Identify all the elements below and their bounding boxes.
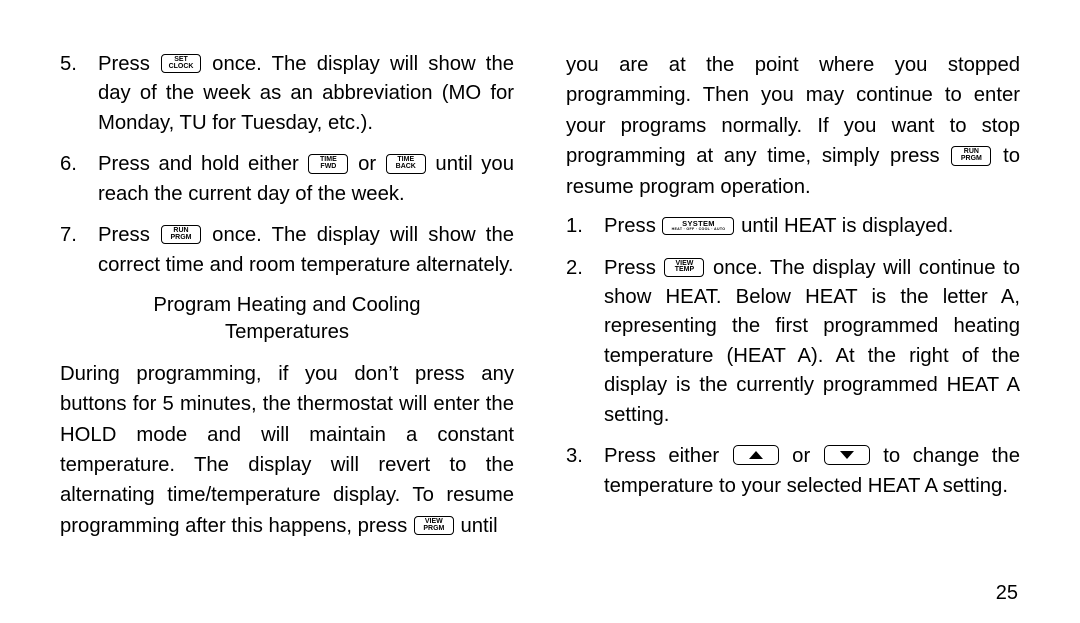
manual-page: 5. Press SETCLOCK once. The display will… bbox=[0, 0, 1080, 623]
run-prgm-key-icon: RUNPRGM bbox=[161, 225, 201, 244]
page-number: 25 bbox=[996, 582, 1018, 605]
time-fwd-key-icon: TIMEFWD bbox=[308, 154, 348, 173]
heat-step-1: 1. Press SYSTEMHEAT · OFF · COOL · AUTO … bbox=[566, 212, 1020, 241]
text: Press and hold either bbox=[98, 153, 307, 175]
list-number: 5. bbox=[60, 50, 98, 138]
list-text: Press SYSTEMHEAT · OFF · COOL · AUTO unt… bbox=[604, 212, 1020, 241]
intro-paragraph-cont: you are at the point where you stopped p… bbox=[566, 50, 1020, 202]
text: Press bbox=[604, 215, 661, 237]
time-back-key-icon: TIMEBACK bbox=[386, 154, 426, 173]
heading-line: Temperatures bbox=[225, 321, 349, 343]
list-text: Press either or to change the temperatur… bbox=[604, 442, 1020, 501]
down-arrow-key-icon bbox=[824, 445, 870, 465]
list-number: 2. bbox=[566, 254, 604, 431]
up-arrow-key-icon bbox=[733, 445, 779, 465]
step-5: 5. Press SETCLOCK once. The display will… bbox=[60, 50, 514, 138]
list-number: 3. bbox=[566, 442, 604, 501]
list-text: Press and hold either TIMEFWD or TIMEBAC… bbox=[98, 150, 514, 209]
text: During programming, if you don’t press a… bbox=[60, 363, 514, 537]
list-number: 1. bbox=[566, 212, 604, 241]
text: or bbox=[349, 153, 384, 175]
heading-line: Program Heating and Cooling bbox=[153, 294, 420, 316]
text: Press bbox=[98, 224, 160, 246]
list-text: Press RUNPRGM once. The display will sho… bbox=[98, 221, 514, 280]
list-text: Press SETCLOCK once. The display will sh… bbox=[98, 50, 514, 138]
text: or bbox=[780, 445, 823, 467]
heat-step-3: 3. Press either or to change the tempera… bbox=[566, 442, 1020, 501]
section-heading: Program Heating and Cooling Temperatures bbox=[60, 292, 514, 347]
set-clock-key-icon: SETCLOCK bbox=[161, 54, 201, 73]
system-key-icon: SYSTEMHEAT · OFF · COOL · AUTO bbox=[662, 217, 734, 235]
run-prgm-key-icon: RUNPRGM bbox=[951, 146, 991, 165]
heat-step-2: 2. Press VIEWTEMP once. The display will… bbox=[566, 254, 1020, 431]
list-number: 7. bbox=[60, 221, 98, 280]
text: Press bbox=[98, 53, 160, 75]
list-text: Press VIEWTEMP once. The display will co… bbox=[604, 254, 1020, 431]
intro-paragraph: During programming, if you don’t press a… bbox=[60, 359, 514, 542]
step-6: 6. Press and hold either TIMEFWD or TIME… bbox=[60, 150, 514, 209]
view-prgm-key-icon: VIEWPRGM bbox=[414, 516, 454, 535]
text: until HEAT is displayed. bbox=[735, 215, 953, 237]
text: Press either bbox=[604, 445, 732, 467]
list-number: 6. bbox=[60, 150, 98, 209]
step-7: 7. Press RUNPRGM once. The display will … bbox=[60, 221, 514, 280]
text: until bbox=[455, 515, 498, 537]
text: Press bbox=[604, 257, 663, 279]
view-temp-key-icon: VIEWTEMP bbox=[664, 258, 704, 277]
text: once. The display will continue to show … bbox=[604, 257, 1020, 426]
